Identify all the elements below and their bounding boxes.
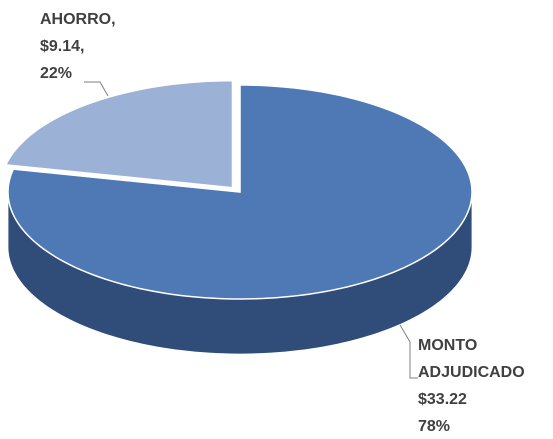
- pie-slice: [7, 84, 473, 300]
- value-label: $33.22: [418, 391, 467, 408]
- category-label: AHORRO,: [40, 11, 116, 28]
- percent-label: 22%: [40, 65, 73, 82]
- percent-label: 78%: [418, 418, 451, 435]
- pie-slice: [4, 79, 234, 189]
- data-label: AHORRO, $9.14, 22%: [40, 6, 160, 87]
- category-label: MONTO ADJUDICADO: [418, 337, 525, 381]
- leader-line: [395, 317, 418, 379]
- value-label: $9.14,: [40, 38, 85, 55]
- leader-line: [84, 81, 109, 97]
- data-label: MONTO ADJUDICADO $33.22 78%: [418, 332, 546, 439]
